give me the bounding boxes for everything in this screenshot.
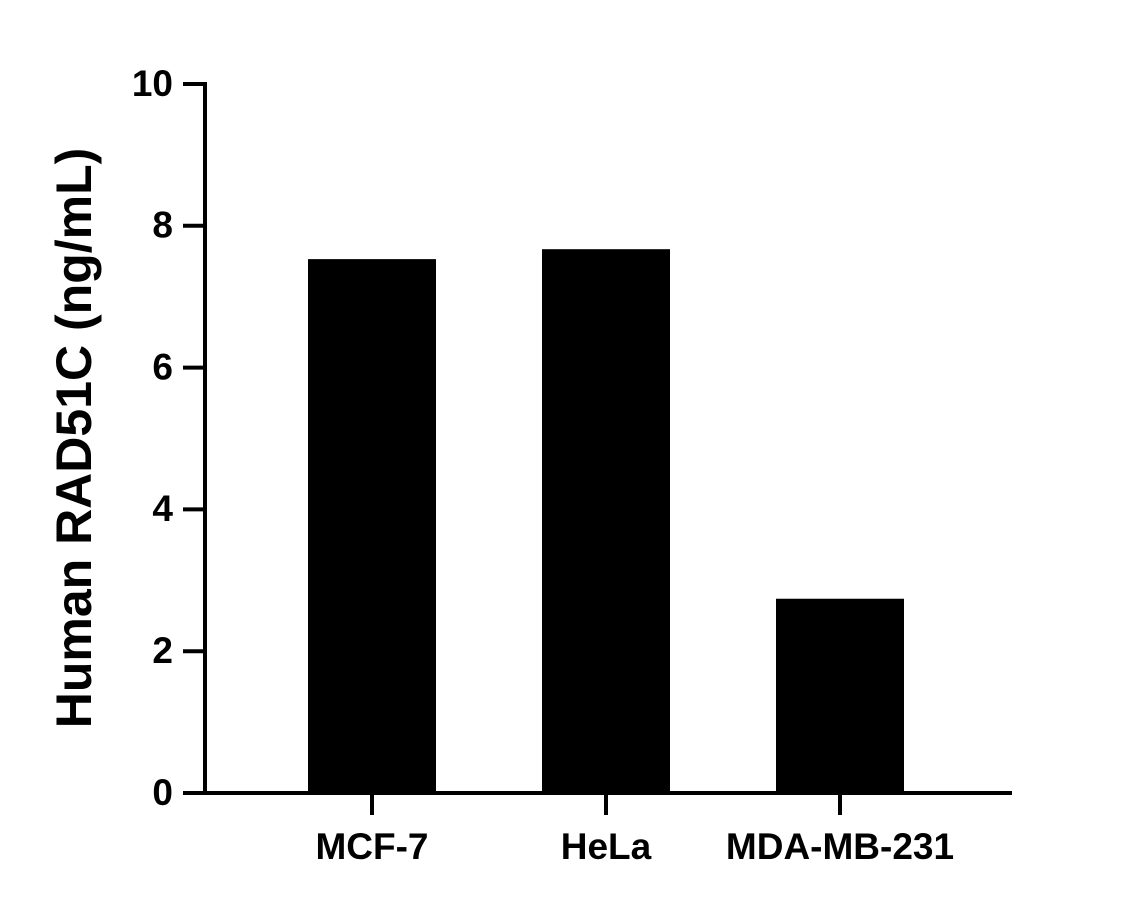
x-tick-label: MCF-7: [315, 826, 428, 867]
y-tick-label: 10: [132, 63, 173, 104]
y-tick-label: 8: [152, 205, 173, 246]
x-tick-label: HeLa: [561, 826, 652, 867]
bar: [776, 598, 904, 793]
y-tick-label: 2: [152, 630, 173, 671]
bar: [308, 259, 436, 793]
y-tick-label: 0: [152, 772, 173, 813]
y-tick-label: 6: [152, 346, 173, 387]
x-tick-label: MDA-MB-231: [726, 826, 954, 867]
y-tick-label: 4: [152, 488, 173, 529]
y-axis-title: Human RAD51C (ng/mL): [46, 148, 102, 729]
bar: [542, 249, 670, 793]
